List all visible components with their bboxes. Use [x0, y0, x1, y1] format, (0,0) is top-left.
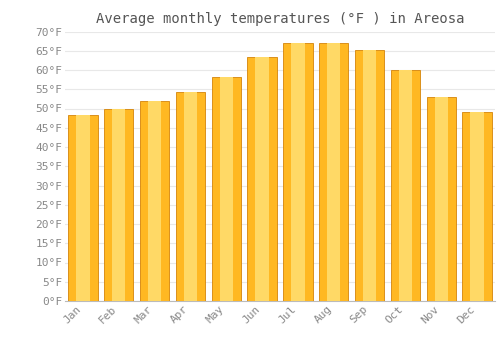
Bar — [184, 92, 197, 301]
Title: Average monthly temperatures (°F ) in Areosa: Average monthly temperatures (°F ) in Ar… — [96, 12, 464, 26]
Bar — [148, 101, 161, 301]
Bar — [76, 116, 90, 301]
Bar — [212, 77, 241, 301]
Bar — [104, 109, 134, 301]
Bar — [248, 57, 277, 301]
Bar — [327, 43, 340, 301]
Bar — [283, 43, 312, 301]
Bar — [390, 70, 420, 301]
Bar — [355, 50, 384, 301]
Bar — [470, 112, 484, 301]
Bar — [363, 50, 376, 301]
Bar — [426, 97, 456, 301]
Bar — [140, 101, 170, 301]
Bar — [176, 92, 205, 301]
Bar — [68, 116, 98, 301]
Bar — [292, 43, 304, 301]
Bar — [220, 77, 233, 301]
Bar — [319, 43, 348, 301]
Bar — [434, 97, 448, 301]
Bar — [112, 109, 126, 301]
Bar — [399, 70, 412, 301]
Bar — [462, 112, 492, 301]
Bar — [256, 57, 268, 301]
